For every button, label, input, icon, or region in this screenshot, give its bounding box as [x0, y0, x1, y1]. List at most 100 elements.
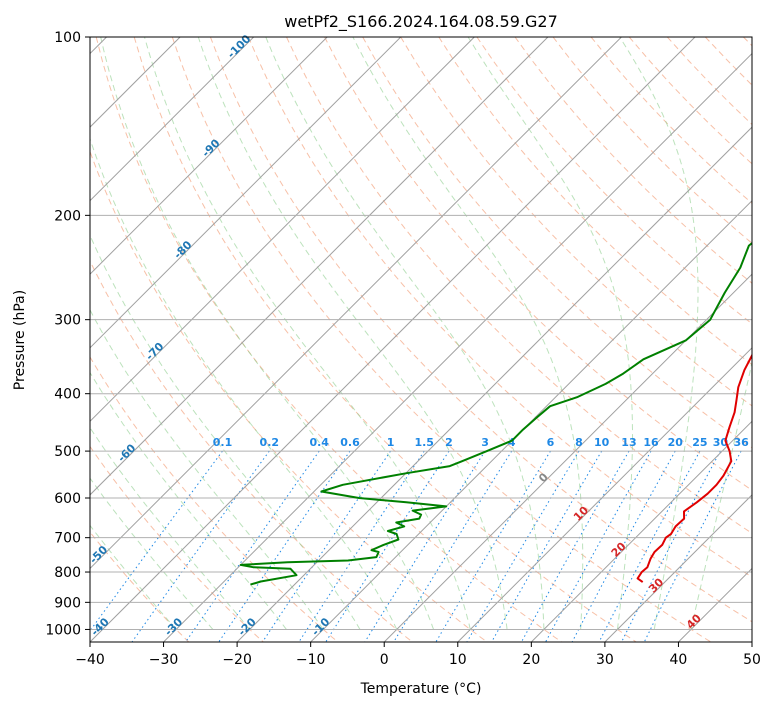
moist-adiabat: [619, 37, 699, 630]
isotherm: [90, 37, 328, 275]
moist-adiabat: [467, 37, 633, 630]
series-lines: [239, 241, 752, 586]
mixing-ratio-label: 25: [692, 436, 707, 449]
x-tick-label: 50: [743, 652, 761, 668]
mixing-ratio-line: [466, 450, 580, 642]
isotherm: [530, 420, 752, 642]
mixing-ratio-line: [571, 450, 676, 642]
y-tick-label: 300: [54, 313, 81, 329]
mixing-ratio-label: 0.4: [309, 436, 329, 449]
y-axis-label: Pressure (hPa): [12, 290, 28, 390]
dry-adiabat: [90, 150, 488, 642]
dry-adiabat: [209, 37, 752, 623]
dry-adiabat: [476, 37, 752, 325]
mixing-ratio-label: 8: [575, 436, 583, 449]
x-axis: −40 −30 −20 −10 0 10 20 30 40 50: [75, 642, 761, 668]
x-tick-label: 40: [670, 652, 688, 668]
mixing-ratio-label: 16: [643, 436, 659, 449]
moist-adiabat: [90, 371, 287, 630]
y-tick-label: 700: [54, 531, 81, 547]
mixing-ratio-label: 6: [547, 436, 555, 449]
moist-adiabat: [197, 37, 508, 630]
y-tick-label: 900: [54, 595, 81, 611]
mixing-ratio-line: [90, 450, 223, 632]
dry-adiabat: [133, 37, 637, 642]
isotherm: [90, 37, 475, 423]
mixing-ratio-line: [262, 450, 391, 642]
moist-adiabat: [265, 37, 545, 630]
x-tick-label: −40: [75, 652, 105, 668]
x-tick-label: 30: [596, 652, 614, 668]
isotherm: [236, 126, 752, 642]
x-tick-label: 10: [449, 652, 467, 668]
mixing-ratio-line: [521, 450, 630, 642]
y-tick-label: 1000: [45, 622, 81, 638]
x-tick-label: −30: [149, 652, 179, 668]
isotherm: [90, 37, 622, 570]
moist-adiabat: [144, 37, 471, 630]
y-axis: 100 200 300 400 500 600 700 800 900 1000: [45, 30, 90, 638]
y-tick-label: 500: [54, 444, 81, 460]
mixing-ratio-line: [545, 450, 652, 642]
isotherm: [90, 37, 402, 349]
moist-adiabat: [90, 524, 177, 630]
dry-adiabat: [247, 37, 752, 578]
mixing-ratio-line: [325, 450, 450, 642]
moist-adiabat: [352, 37, 584, 630]
grid-lines: [90, 37, 752, 642]
isotherm: [90, 37, 696, 642]
moist-adiabat: [90, 426, 251, 630]
mixing-ratio-line: [598, 450, 701, 642]
mixing-ratio-label: 1.5: [414, 436, 434, 449]
mixing-ratio-label: 30: [713, 436, 729, 449]
mixing-ratio-label: 36: [733, 436, 749, 449]
mixing-ratio-label: 4: [508, 436, 516, 449]
dry-adiabat: [171, 37, 712, 642]
moist-adiabat: [90, 308, 324, 630]
isotherm: [163, 52, 752, 642]
x-axis-label: Temperature (°C): [360, 681, 482, 697]
dry-adiabat: [95, 37, 562, 642]
mixing-ratio-label: 0.1: [213, 436, 233, 449]
mixing-ratio-labels: 0.1 0.2 0.4 0.6 1 1.5 2 3 4 6 8 10 13 16 20 25 30 36: [213, 436, 749, 449]
y-tick-label: 800: [54, 565, 81, 581]
mixing-ratio-line: [621, 450, 721, 642]
dry-adiabat: [324, 37, 752, 491]
isotherm: [90, 37, 549, 496]
x-tick-label: 0: [380, 652, 389, 668]
background-lines: [90, 37, 752, 642]
mixing-ratio-label: 0.6: [340, 436, 360, 449]
isotherm: [90, 37, 255, 202]
mixing-ratio-label: 1: [387, 436, 395, 449]
isotherm: [457, 347, 752, 642]
moist-adiabat: [90, 477, 214, 630]
moist-adiabat: [90, 137, 398, 630]
isotherm: [604, 494, 752, 642]
mixing-ratio-label: 20: [668, 436, 684, 449]
isotherm: [310, 199, 752, 642]
dry-adiabat: [438, 37, 752, 366]
y-tick-label: 200: [54, 208, 81, 224]
moist-adiabat: [690, 359, 752, 630]
plot-frame: [89, 36, 753, 643]
x-tick-label: −20: [222, 652, 252, 668]
mixing-ratio-line: [435, 450, 551, 642]
mixing-ratio-label: 0.2: [260, 436, 280, 449]
x-tick-label: −10: [296, 652, 326, 668]
moist-adiabat: [90, 234, 361, 630]
mixing-ratio-label: 3: [481, 436, 489, 449]
dry-adiabat: [90, 445, 264, 642]
mixing-ratio-label: 2: [445, 436, 453, 449]
y-tick-label: 600: [54, 491, 81, 507]
x-tick-label: 20: [522, 652, 540, 668]
mixing-ratio-line: [218, 450, 351, 642]
y-tick-label: 400: [54, 387, 81, 403]
mixing-ratio-line: [298, 450, 425, 642]
mixing-ratio-label: 13: [621, 436, 636, 449]
temperature-line: [636, 353, 752, 583]
moist-adiabat: [100, 37, 435, 630]
dry-adiabat: [286, 37, 752, 534]
dewpoint-line: [239, 241, 752, 586]
